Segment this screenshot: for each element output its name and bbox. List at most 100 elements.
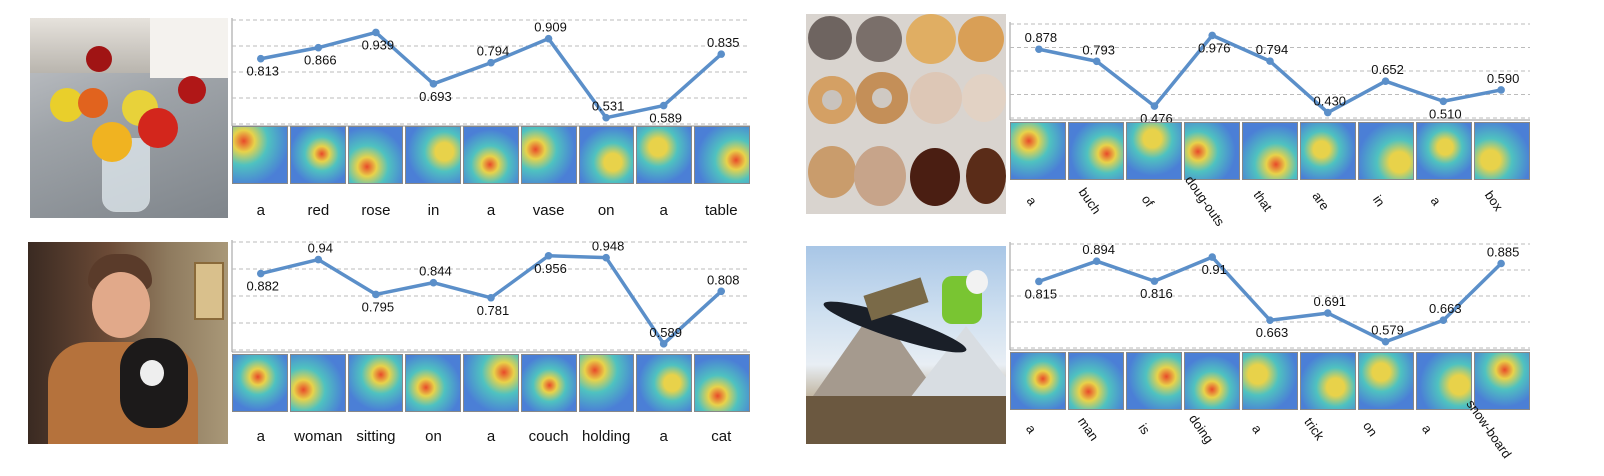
data-point (717, 287, 726, 296)
data-point (1323, 108, 1332, 117)
attention-thumbnail (347, 354, 404, 412)
data-point (1266, 316, 1274, 325)
attention-thumbnail (1358, 122, 1414, 180)
caption-word: a (256, 428, 265, 445)
data-label: 0.808 (707, 272, 740, 287)
data-label: 0.815 (1025, 286, 1058, 301)
snowboard-attention-strip (1010, 352, 1530, 410)
data-point (314, 43, 323, 52)
data-point (1497, 259, 1505, 268)
data-label: 0.976 (1198, 40, 1231, 55)
attention-thumbnail (1010, 352, 1066, 410)
caption-word: a (659, 428, 668, 445)
attention-thumbnail (1184, 122, 1240, 180)
data-label: 0.885 (1487, 245, 1520, 260)
attention-thumbnail (1242, 352, 1298, 410)
data-point (659, 101, 668, 110)
data-point (659, 340, 668, 348)
woman-caption-words: a woman sitting on a couch holding a cat (232, 428, 750, 446)
data-label: 0.579 (1371, 323, 1404, 338)
caption-word: a (486, 428, 496, 445)
data-point (1439, 97, 1448, 106)
data-label: 0.844 (419, 264, 452, 279)
data-label: 0.866 (304, 53, 337, 68)
caption-word: woman (294, 428, 343, 445)
caption-word: of (1138, 192, 1157, 210)
data-label: 0.94 (308, 241, 333, 256)
data-point (372, 290, 380, 299)
data-label: 0.781 (477, 303, 510, 318)
attention-thumbnail (232, 126, 288, 184)
data-point (1208, 253, 1217, 261)
caption-word: a (256, 202, 265, 219)
attention-thumbnail (1474, 122, 1530, 180)
caption-word: holding (581, 428, 631, 445)
snowboard-caption-words: a man is doing a trick on a snow-board (1010, 397, 1530, 461)
data-label: 0.589 (649, 325, 682, 340)
attention-thumbnail (1126, 122, 1182, 180)
data-point (1381, 77, 1390, 85)
caption-word: doug-outs (1182, 172, 1228, 229)
data-point (1439, 316, 1448, 325)
data-label: 0.813 (247, 64, 280, 79)
attention-thumbnail (520, 126, 577, 184)
attention-thumbnail (694, 354, 751, 412)
data-point (1035, 277, 1043, 286)
attention-thumbnail (578, 354, 635, 412)
data-label: 0.793 (1082, 42, 1115, 57)
attention-thumbnail (463, 354, 519, 412)
data-label: 0.531 (592, 99, 625, 114)
caption-word: box (1481, 187, 1507, 214)
attention-thumbnail (1242, 122, 1298, 180)
data-point (372, 28, 380, 37)
data-label: 0.589 (649, 111, 682, 126)
caption-word: table (705, 202, 738, 219)
data-point (1150, 277, 1159, 285)
attention-thumbnail (405, 354, 462, 412)
caption-word: a (1428, 193, 1445, 209)
attention-thumbnail (1416, 122, 1472, 180)
attention-thumbnail (578, 126, 635, 184)
data-label: 0.590 (1487, 71, 1520, 86)
snowboard-score-chart: 0.815 0.894 0.816 0.91 0.663 0.691 0.579 0.663 0… (1009, 242, 1530, 351)
attention-thumbnail (636, 126, 693, 184)
data-point (602, 253, 610, 262)
caption-word: buch (1075, 185, 1104, 217)
data-label: 0.939 (362, 37, 395, 52)
attention-thumbnail (1300, 352, 1356, 410)
data-label: 0.663 (1429, 301, 1462, 316)
donuts-caption-words: a buch of doug-outs that are in a box (1010, 173, 1530, 229)
attention-thumbnail (1010, 122, 1066, 180)
caption-word: vase (532, 202, 565, 219)
caption-word: sitting (356, 428, 396, 445)
attention-thumbnail (636, 354, 693, 412)
data-point (256, 269, 265, 278)
caption-word: a (486, 202, 496, 219)
data-label: 0.510 (1429, 106, 1462, 121)
data-label: 0.652 (1371, 62, 1404, 77)
woman-photo (28, 242, 228, 444)
caption-word: on (425, 428, 442, 445)
data-label: 0.882 (247, 279, 280, 294)
data-point (1150, 102, 1159, 110)
data-point (544, 251, 553, 260)
data-label: 0.835 (707, 35, 740, 50)
data-point (1092, 257, 1101, 265)
attention-thumbnail (463, 126, 519, 184)
caption-word: that (1250, 187, 1276, 215)
data-point (717, 50, 726, 58)
donuts-photo (806, 14, 1006, 214)
data-label: 0.894 (1082, 242, 1115, 257)
data-label: 0.691 (1314, 294, 1347, 309)
attention-thumbnail (289, 126, 346, 184)
flowers-attention-strip (232, 126, 751, 184)
attention-thumbnail (1184, 352, 1240, 410)
caption-word: rose (361, 202, 391, 219)
data-point (1208, 31, 1217, 40)
caption-word: cat (711, 428, 732, 445)
attention-thumbnail (1126, 352, 1182, 410)
attention-thumbnail (694, 126, 751, 184)
snowboarder-photo (806, 246, 1006, 444)
data-point (1092, 57, 1101, 66)
